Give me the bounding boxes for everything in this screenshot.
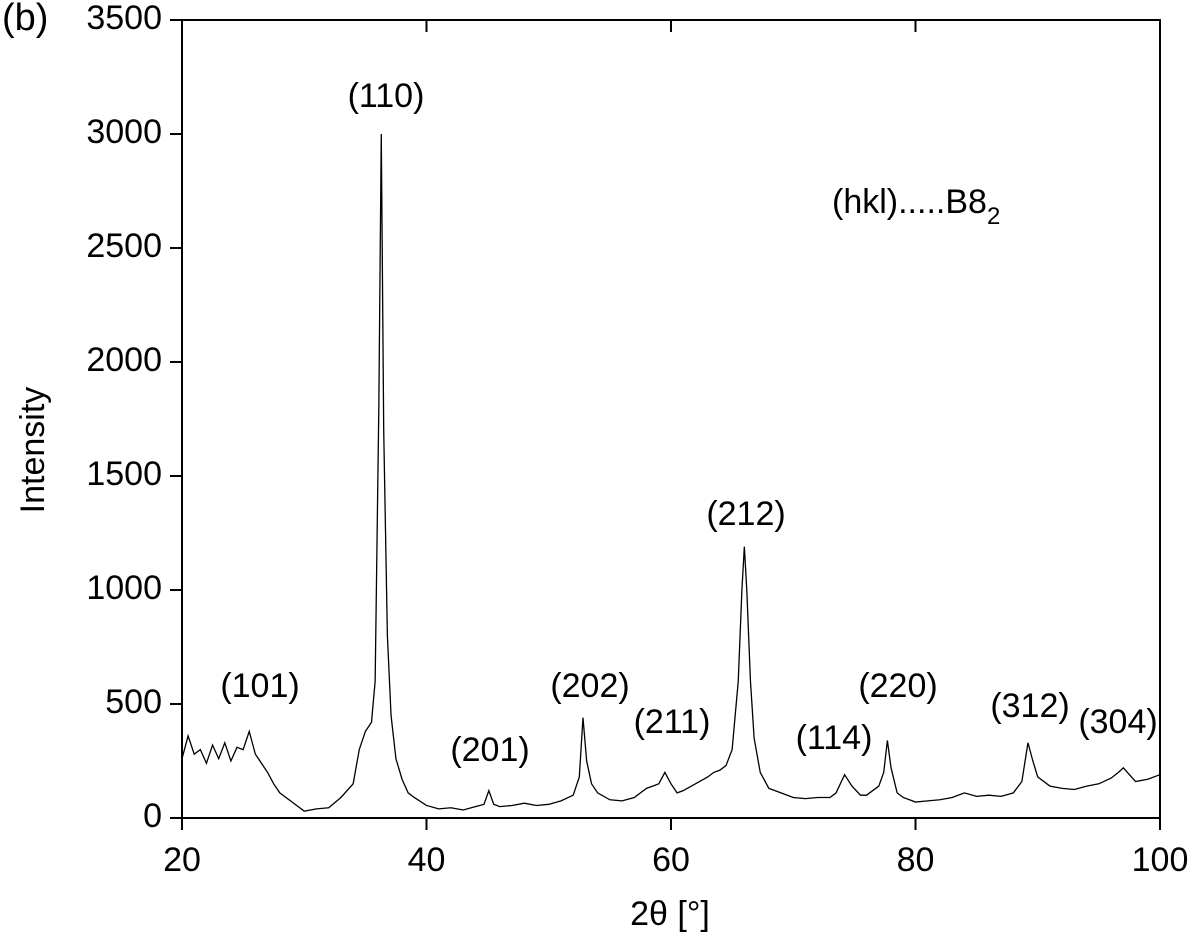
y-tick-label: 3500 — [86, 0, 162, 37]
peak-label: (114) — [796, 719, 873, 757]
peak-label: (220) — [858, 667, 937, 705]
y-tick-label: 1500 — [86, 455, 162, 493]
x-tick-label: 60 — [652, 841, 690, 879]
peak-label: (212) — [706, 495, 785, 533]
panel-label: (b) — [2, 0, 48, 39]
peak-label: (110) — [348, 77, 425, 115]
y-tick-label: 500 — [105, 683, 162, 721]
x-tick-label: 80 — [897, 841, 935, 879]
y-tick-label: 0 — [143, 797, 162, 835]
x-tick-label: 40 — [408, 841, 446, 879]
peak-label: (101) — [220, 667, 299, 705]
x-tick-label: 20 — [163, 841, 201, 879]
data-line — [181, 133, 1161, 812]
y-axis-label: Intensity — [14, 387, 52, 514]
x-axis-label: 2θ [°] — [630, 895, 710, 933]
y-tick-label: 2500 — [86, 227, 162, 265]
peak-label: (202) — [550, 667, 629, 705]
peak-label: (304) — [1078, 703, 1157, 741]
y-tick-label: 1000 — [86, 569, 162, 607]
y-tick-label: 2000 — [86, 341, 162, 379]
peak-label: (211) — [634, 703, 711, 741]
note: (hkl).....B82 — [832, 183, 1000, 230]
peak-label: (201) — [450, 731, 529, 769]
x-tick-label: 100 — [1132, 841, 1189, 879]
note-text: (hkl).....B8 — [832, 183, 987, 221]
y-tick-label: 3000 — [86, 113, 162, 151]
peak-label: (312) — [990, 687, 1069, 725]
note-subscript: 2 — [987, 203, 1000, 230]
